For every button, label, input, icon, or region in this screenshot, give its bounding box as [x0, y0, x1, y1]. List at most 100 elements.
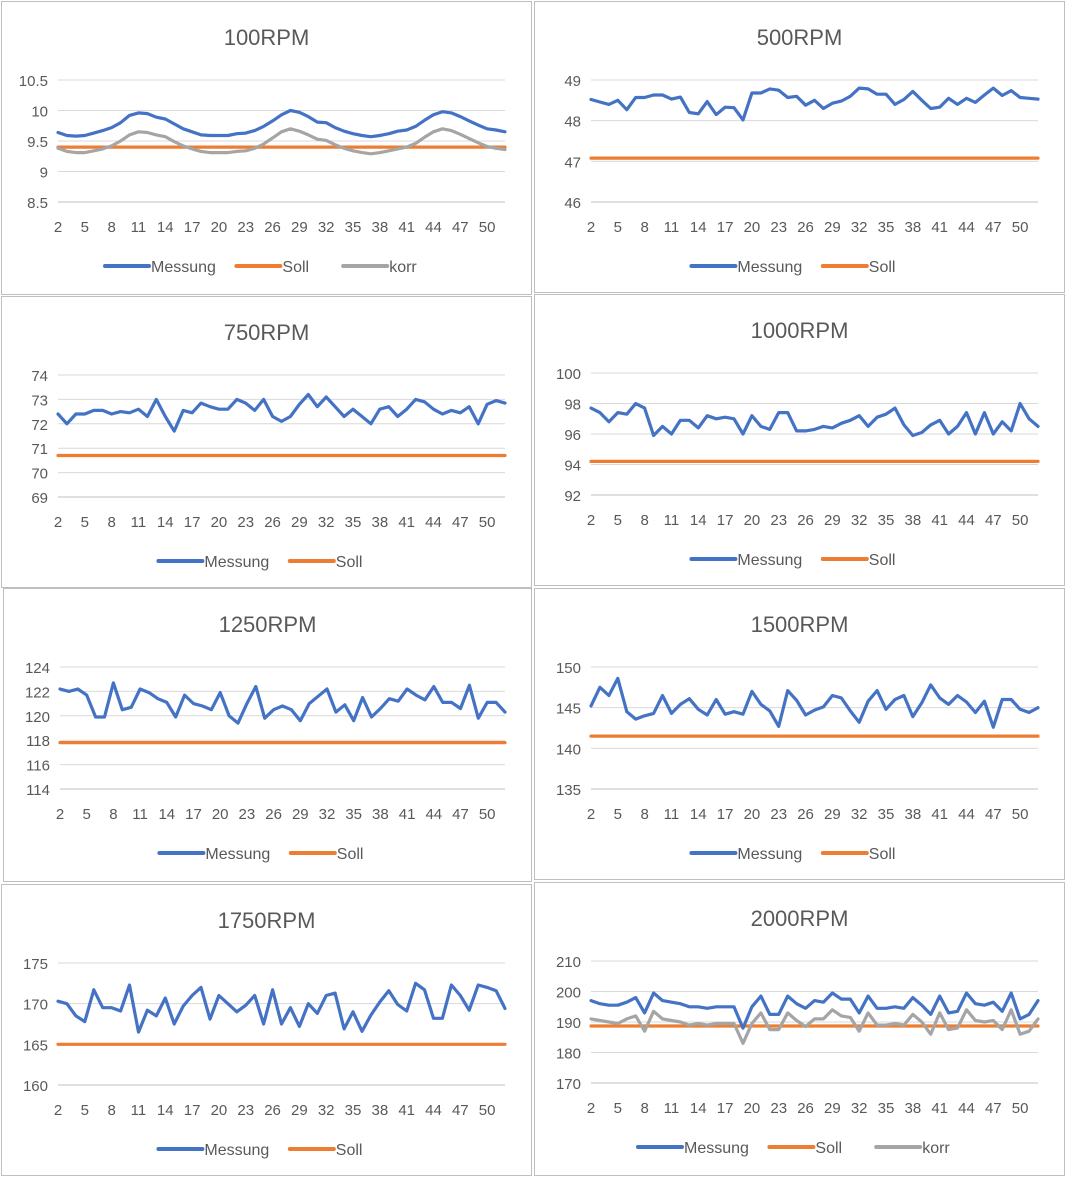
x-tick-label: 23	[770, 806, 787, 823]
x-tick-label: 2	[56, 806, 64, 823]
x-tick-label: 35	[345, 219, 362, 236]
y-tick-label: 135	[556, 782, 581, 799]
chart-title: 1250RPM	[219, 612, 317, 637]
x-tick-label: 47	[452, 806, 469, 823]
x-tick-label: 17	[717, 219, 734, 236]
chart-panel-2000rpm: 2000RPM 170 180 190 200 210 2 5 8 11 14 17 20 23 26 29 3…	[534, 882, 1065, 1176]
x-tick-label: 50	[1012, 1100, 1029, 1117]
x-tick-label: 8	[109, 806, 117, 823]
legend-item-soll: Soll	[288, 846, 364, 863]
x-tick-label: 32	[851, 806, 868, 823]
legend-label: korr	[389, 259, 417, 276]
x-tick-label: 17	[184, 219, 201, 236]
x-tick-label: 32	[851, 512, 868, 529]
x-tick-label: 11	[131, 1102, 147, 1119]
x-tick-label: 44	[425, 806, 442, 823]
x-tick-label: 26	[797, 512, 814, 529]
x-tick-label: 14	[157, 514, 174, 531]
chart-panel-100rpm: 100RPM 8.5 9 9.5 10 10.5 2 5 8 11 14 17 20 23 26 29 32 35…	[1, 1, 532, 295]
x-tick-label: 5	[83, 806, 91, 823]
x-tick-label: 2	[587, 806, 595, 823]
series-line-messung	[589, 401, 1040, 438]
chart-svg: 750RPM 69 70 71 72 73 74 2 5 8 11 14 17 20 23 26 29 32 35 3…	[31, 320, 507, 571]
x-tick-label: 11	[664, 1100, 680, 1117]
legend-label: Soll	[869, 846, 896, 863]
chart-panel-500rpm: 500RPM 46 47 48 49 2 5 8 11 14 17 20 23 26 29 32 35 38 41 4…	[534, 1, 1065, 293]
legend-label: Soll	[337, 846, 364, 863]
x-tick-label: 2	[54, 1102, 62, 1119]
x-tick-label: 20	[744, 219, 761, 236]
x-tick-label: 50	[479, 219, 496, 236]
y-tick-label: 175	[23, 956, 48, 973]
y-tick-label: 124	[25, 660, 50, 677]
y-tick-label: 150	[556, 660, 581, 677]
y-tick-label: 165	[23, 1037, 48, 1054]
chart-title: 1750RPM	[218, 908, 316, 933]
series-line-messung	[56, 981, 507, 1034]
x-tick-label: 29	[824, 1100, 841, 1117]
y-tick-label: 69	[31, 490, 48, 507]
x-tick-label: 8	[640, 1100, 648, 1117]
x-tick-label: 23	[770, 1100, 787, 1117]
legend-label: Messung	[204, 554, 269, 571]
legend-label: Messung	[151, 259, 216, 276]
chart-title: 100RPM	[224, 25, 310, 50]
legend-label: Messung	[684, 1140, 749, 1157]
y-tick-label: 71	[31, 441, 48, 458]
x-tick-label: 14	[690, 1100, 707, 1117]
x-tick-label: 17	[717, 806, 734, 823]
y-tick-label: 118	[26, 733, 50, 750]
y-tick-label: 10.5	[19, 73, 48, 90]
legend-label: Messung	[737, 846, 802, 863]
y-tick-label: 9	[40, 165, 48, 182]
y-tick-label: 96	[564, 427, 581, 444]
x-tick-label: 5	[81, 219, 89, 236]
x-tick-label: 41	[398, 1102, 415, 1119]
y-tick-label: 170	[556, 1076, 581, 1093]
x-tick-label: 26	[265, 806, 282, 823]
legend-item-soll: Soll	[287, 554, 362, 571]
legend-item-messung: Messung	[156, 554, 269, 571]
x-tick-label: 11	[664, 512, 680, 529]
x-tick-label: 35	[345, 1102, 362, 1119]
x-tick-label: 29	[292, 806, 309, 823]
x-tick-label: 44	[958, 219, 975, 236]
x-tick-label: 50	[1012, 806, 1029, 823]
x-tick-label: 17	[717, 1100, 734, 1117]
x-tick-label: 38	[904, 219, 921, 236]
x-tick-label: 44	[425, 514, 442, 531]
legend-label: Soll	[869, 259, 896, 276]
legend-label: Soll	[282, 259, 309, 276]
chart-title: 2000RPM	[751, 906, 849, 931]
x-tick-label: 14	[690, 512, 707, 529]
x-tick-label: 32	[319, 806, 336, 823]
x-tick-label: 26	[264, 514, 281, 531]
x-tick-label: 47	[985, 512, 1002, 529]
y-tick-label: 116	[26, 758, 50, 775]
x-tick-label: 11	[664, 219, 680, 236]
x-tick-label: 44	[958, 1100, 975, 1117]
y-tick-label: 200	[556, 985, 581, 1002]
x-tick-label: 32	[851, 219, 868, 236]
legend-item-messung: Messung	[156, 1142, 269, 1159]
y-tick-label: 98	[564, 397, 581, 414]
legend-label: Soll	[336, 1142, 363, 1159]
x-tick-label: 26	[797, 219, 814, 236]
y-tick-label: 210	[556, 954, 581, 971]
legend-label: Messung	[205, 846, 270, 863]
legend-item-messung: Messung	[103, 259, 216, 276]
chart-title: 1500RPM	[751, 612, 849, 637]
legend-item-messung: Messung	[157, 846, 270, 863]
legend-item-messung: Messung	[689, 259, 802, 276]
y-tick-label: 114	[26, 782, 50, 799]
x-tick-label: 50	[479, 514, 496, 531]
x-tick-label: 35	[878, 806, 895, 823]
x-tick-label: 38	[904, 806, 921, 823]
x-tick-label: 5	[81, 1102, 89, 1119]
x-tick-label: 5	[81, 514, 89, 531]
y-tick-label: 140	[556, 741, 581, 758]
x-tick-label: 35	[345, 514, 362, 531]
series-line-messung	[589, 991, 1040, 1030]
x-tick-label: 41	[398, 219, 415, 236]
x-tick-label: 35	[878, 512, 895, 529]
